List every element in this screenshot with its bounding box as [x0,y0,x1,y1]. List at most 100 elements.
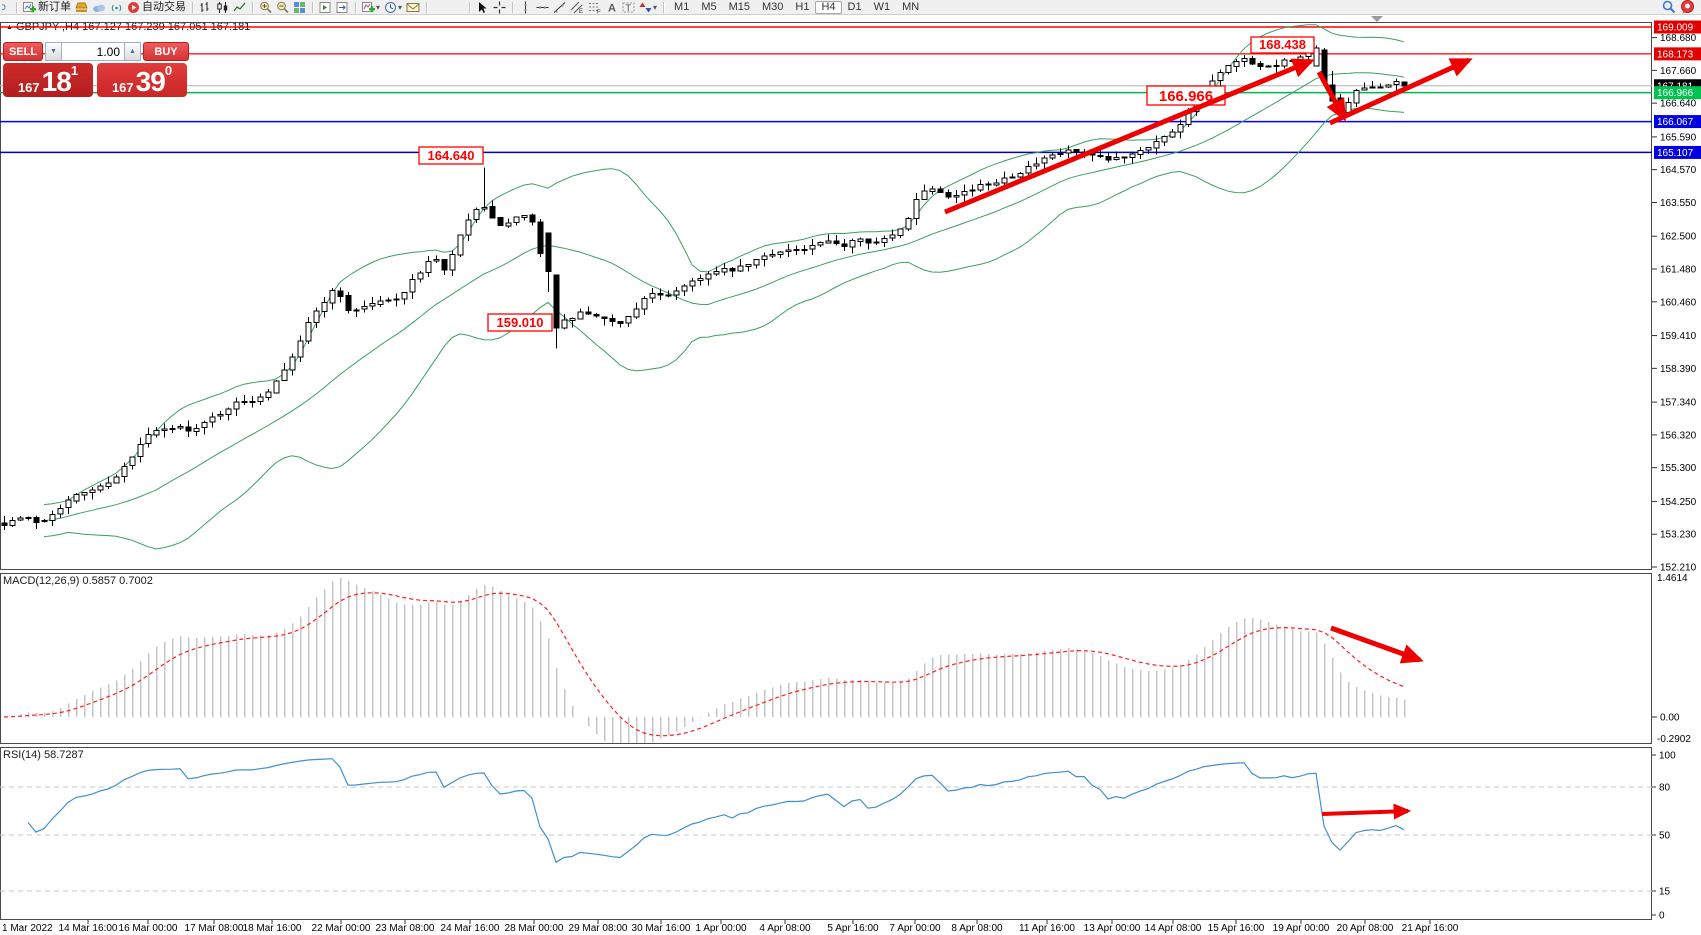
svg-text:29 Mar 08:00: 29 Mar 08:00 [569,923,628,934]
volume-increase-button[interactable]: ▲ [124,42,141,61]
chat-button[interactable] [1678,0,1697,14]
toolbar-separator [312,1,313,13]
svg-text:E: E [579,9,583,14]
rsi-scale[interactable]: 100 80 50 15 0 [1652,751,1676,922]
svg-text:0.00: 0.00 [1660,713,1680,724]
chart-symbol-header: ▲ GBPJPY-,H4 167.127 167.239 167.051 167.… [6,21,250,33]
chart-shift-button[interactable] [334,1,351,14]
toolbar-separator [663,1,665,13]
macd-scale[interactable]: 1.4614 0.00 -0.2902 [1652,573,1691,745]
timeframe-M30[interactable]: M30 [762,0,784,13]
candlestick-chart-icon [217,1,228,13]
text-tool-button[interactable]: A [604,1,620,14]
volume-decrease-button[interactable]: ▼ [45,42,62,61]
signal-button[interactable] [108,1,125,14]
svg-text:167.660: 167.660 [1660,66,1697,77]
cursor-tool-button[interactable] [474,1,491,14]
vertical-line-tool-button[interactable] [517,1,534,14]
tile-windows-button[interactable] [291,1,308,14]
trend-arrows[interactable] [944,57,1473,820]
timeframe-H1[interactable]: H1 [795,0,810,13]
line-chart-mode-button[interactable] [231,1,248,14]
channel-tool-button[interactable]: E [568,1,586,14]
svg-text:100: 100 [1659,751,1676,762]
chat-bubble-icon [1681,0,1694,14]
fibonacci-tool-button[interactable]: F [586,1,604,14]
crosshair-tool-button[interactable] [491,1,508,14]
chart-shift-marker[interactable] [1371,16,1383,22]
timeframe-M15[interactable]: M15 [728,0,751,13]
zoom-out-button[interactable] [274,1,291,14]
trendline-icon [553,1,566,13]
svg-text:30 Mar 16:00: 30 Mar 16:00 [632,923,691,934]
svg-text:167.181: 167.181 [1657,81,1694,92]
svg-text:14 Mar 16:00: 14 Mar 16:00 [59,923,118,934]
time-scale[interactable]: 1 Mar 2022 14 Mar 16:00 16 Mar 00:00 17 Mar… [2,920,1459,934]
period-button[interactable]: ▾ [382,1,404,14]
chart-shift-icon [336,1,348,13]
text-icon: A [608,2,616,14]
stamp-button[interactable] [73,1,90,14]
search-button[interactable] [1660,0,1678,14]
arrow-objects-icon [639,2,652,12]
horizontal-level-lines[interactable] [0,26,1652,154]
add-indicator-icon [362,1,375,12]
svg-text:21 Apr 16:00: 21 Apr 16:00 [1402,923,1459,934]
search-left-icon[interactable] [0,1,12,14]
svg-text:17 Mar 08:00: 17 Mar 08:00 [185,923,244,934]
svg-text:155.300: 155.300 [1660,463,1697,474]
line-chart-icon [233,2,246,11]
new-order-button[interactable]: 新订单 [21,1,73,14]
signal-icon [111,4,122,11]
buy-price-tile[interactable]: 167 39 0 [97,63,187,97]
svg-text:157.340: 157.340 [1660,398,1697,409]
timeframe-W1[interactable]: W1 [873,0,891,13]
auto-trading-button[interactable]: 自动交易 [125,1,188,14]
svg-text:13 Apr 00:00: 13 Apr 00:00 [1084,923,1141,934]
svg-text:22 Mar 00:00: 22 Mar 00:00 [312,923,371,934]
svg-text:153.230: 153.230 [1660,530,1697,541]
sell-button[interactable]: SELL [3,42,43,61]
svg-text:164.570: 164.570 [1660,165,1697,176]
label-tool-button[interactable]: T [620,1,637,14]
zoom-in-button[interactable] [257,1,274,14]
timeframe-M1[interactable]: M1 [674,0,690,13]
buy-button[interactable]: BUY [143,42,189,61]
annotation-box [1250,36,1315,54]
buy-price-pipette: 0 [164,63,173,78]
sell-price-prefix: 167 [17,80,40,95]
toolbar-separator [355,1,356,13]
bar-chart-mode-button[interactable] [197,1,214,14]
annotation-text: 166.966 [1159,88,1213,105]
annotation-text: 168.438 [1259,37,1306,52]
add-indicator-button[interactable]: ▾ [360,1,382,14]
timeframe-MN[interactable]: MN [902,0,920,13]
trendline-tool-button[interactable] [551,1,568,14]
sell-price-tile[interactable]: 167 18 1 [3,63,93,97]
timeframe-D1[interactable]: D1 [847,0,862,13]
horizontal-line-tool-button[interactable] [534,1,551,14]
price-annotations[interactable]: 164.640 159.010 166.966 168.438 [418,36,1315,332]
arrows-tool-button[interactable]: ▾ [637,1,659,14]
dropdown-caret-icon: ▾ [376,2,381,12]
annotation-text: 159.010 [497,315,544,330]
volume-input[interactable]: 1.00 [62,42,124,61]
vertical-line-icon [524,1,527,13]
timeframe-M5[interactable]: M5 [701,0,717,13]
candlesticks [1,45,1408,531]
chart-forward-button[interactable] [317,1,334,14]
svg-text:24 Mar 16:00: 24 Mar 16:00 [441,923,500,934]
svg-text:T: T [626,3,632,13]
toolbar-separator [426,1,428,13]
templates-button[interactable] [404,1,422,14]
cloud-button[interactable] [90,1,108,14]
candle-chart-mode-button[interactable] [214,1,231,14]
toolbar-separator [252,1,253,13]
symbol-header-text: GBPJPY-,H4 167.127 167.239 167.051 167.1… [15,21,251,33]
svg-text:50: 50 [1659,831,1671,842]
svg-text:28 Mar 00:00: 28 Mar 00:00 [505,923,564,934]
timeframe-H4[interactable]: H4 [815,0,842,14]
price-scale[interactable]: 168.680 167.660 166.640 165.590 164.570 163.5… [1652,20,1701,574]
annotation-text: 164.640 [428,148,475,163]
